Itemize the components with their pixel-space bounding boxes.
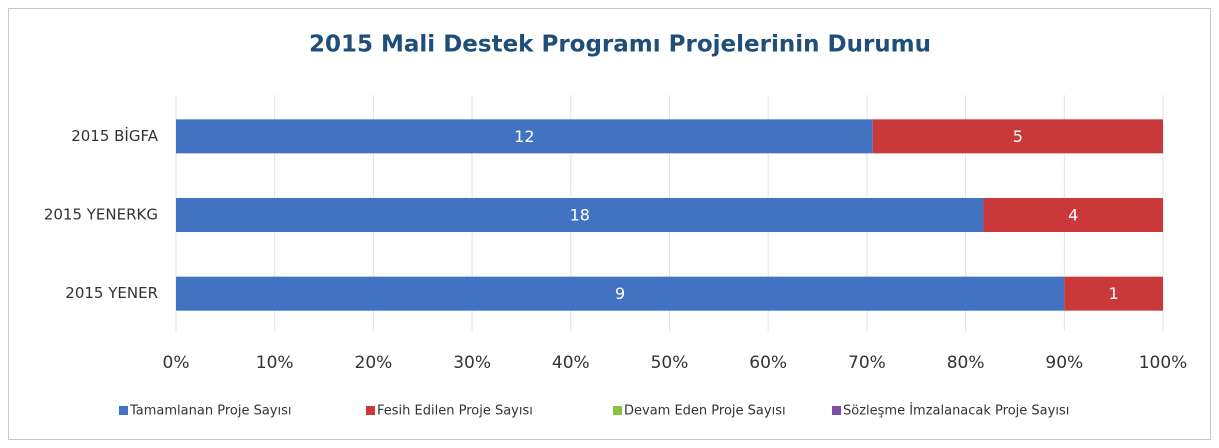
y-tick-label: 2015 YENER — [65, 284, 158, 302]
bar-segment — [872, 119, 1163, 154]
y-tick-label: 2015 BİGFA — [71, 126, 159, 145]
x-tick-label: 100% — [1139, 353, 1188, 373]
legend-swatch — [119, 406, 128, 415]
x-tick-label: 0% — [163, 353, 190, 373]
legend-label: Tamamlanan Proje Sayısı — [129, 404, 291, 419]
data-label: 9 — [615, 284, 625, 303]
data-label: 5 — [1013, 127, 1023, 146]
data-label: 12 — [514, 127, 534, 146]
x-tick-label: 60% — [749, 353, 787, 373]
legend-label: Devam Eden Proje Sayısı — [624, 404, 786, 419]
x-tick-label: 50% — [651, 353, 689, 373]
bar-segment — [176, 119, 873, 154]
bar-segment — [983, 198, 1163, 232]
bar-segment — [176, 276, 1065, 311]
x-tick-label: 40% — [552, 353, 590, 373]
legend-swatch — [366, 406, 375, 415]
x-tick-label: 10% — [256, 353, 294, 373]
y-tick-label: 2015 YENERKG — [44, 206, 158, 224]
data-label: 4 — [1068, 206, 1078, 225]
legend-label: Fesih Edilen Proje Sayısı — [377, 404, 533, 419]
data-label: 1 — [1109, 284, 1119, 303]
x-tick-label: 80% — [947, 353, 985, 373]
x-tick-label: 20% — [355, 353, 393, 373]
bar-segment — [176, 198, 984, 232]
legend-label: Sözleşme İmzalanacak Proje Sayısı — [843, 403, 1069, 419]
x-tick-label: 90% — [1045, 353, 1083, 373]
data-label: 18 — [570, 206, 590, 225]
legend-swatch — [832, 406, 841, 415]
legend-swatch — [613, 406, 622, 415]
x-tick-label: 30% — [453, 353, 491, 373]
chart-title: 2015 Mali Destek Programı Projelerinin D… — [309, 32, 931, 58]
x-tick-label: 70% — [848, 353, 886, 373]
bar-segment — [1064, 276, 1163, 311]
